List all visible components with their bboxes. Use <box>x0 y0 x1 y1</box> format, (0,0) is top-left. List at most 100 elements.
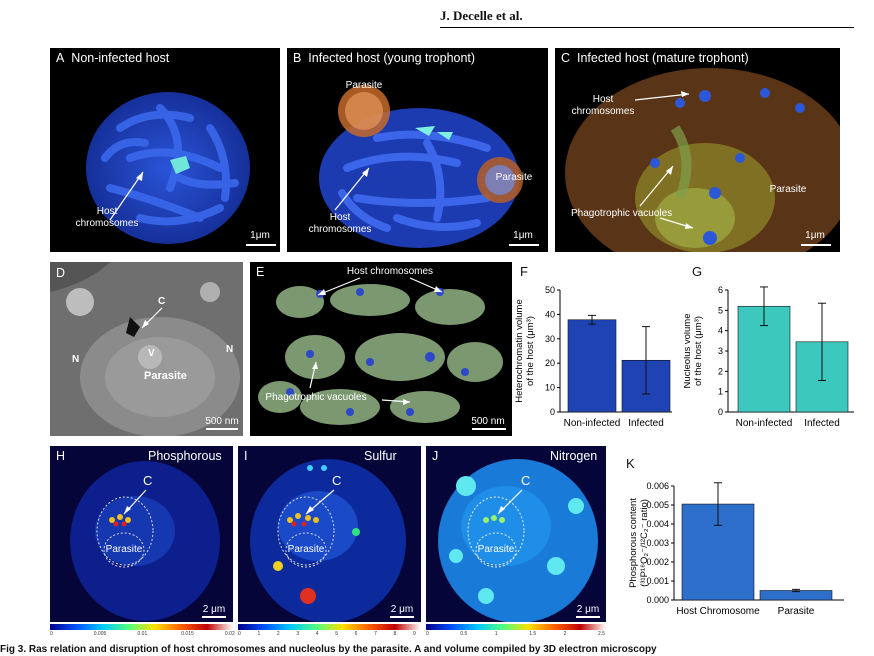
panel-j-scale-text: 2 μm <box>576 604 600 615</box>
panel-a-render <box>86 92 250 244</box>
cbI-tick: 6 <box>354 631 358 637</box>
panel-b-image: B Infected host (young trophont) Parasit… <box>287 48 548 252</box>
panel-h-title: Phosphorous <box>148 449 222 463</box>
chart-k: 0.000 0.001 0.002 0.003 0.004 0.005 0.006 Host … <box>628 481 844 617</box>
cbH-tick: 0.01 <box>137 631 148 637</box>
cbJ-tick: 1.5 <box>529 631 537 637</box>
panel-c-title: C Infected host (mature trophont) <box>561 51 749 65</box>
panel-i-render <box>238 446 421 622</box>
chart-f-ytick-label: 10 <box>545 383 555 393</box>
chart-f-category-label: Non-infected <box>564 418 621 429</box>
chart-g-ytick-label: 3 <box>718 346 723 356</box>
chart-k-ytick-label: 0.000 <box>646 595 669 605</box>
panel-d-c-label: C <box>158 296 166 307</box>
cbH-tick: 0.02 <box>225 631 235 637</box>
panel-h-scale-text: 2 μm <box>202 604 226 615</box>
chart-g-ytick-label: 5 <box>718 305 723 315</box>
chart-k-ylabel-line1: Phosphorous content <box>628 498 639 588</box>
panel-h-render <box>50 446 233 622</box>
chart-f-category-label: Infected <box>628 418 664 429</box>
chart-f-ylabel-line1: Heterochromatin volume <box>514 299 525 403</box>
panel-b-scale-bar <box>509 244 539 246</box>
panel-h-image: H Phosphorous C Parasite 2 μm <box>50 446 233 622</box>
panel-b-title: B Infected host (young trophont) <box>293 51 476 65</box>
panel-i-title: Sulfur <box>364 449 397 463</box>
panel-e-render <box>258 284 503 425</box>
chart-g-category-label: Non-infected <box>736 418 793 429</box>
chart-f-bar <box>567 319 617 413</box>
cbJ-tick: 0 <box>426 631 429 637</box>
panel-e-scale-bar <box>472 428 506 430</box>
panel-j-colorbar <box>426 624 606 630</box>
panel-d-letter: D <box>56 266 66 280</box>
panel-b-parasite-label-1: Parasite <box>345 80 383 91</box>
panel-h-scale-bar <box>202 616 226 618</box>
chart-g-ylabel-line1: Nucleolus volume <box>684 314 693 389</box>
cbI-tick: 2 <box>276 631 280 637</box>
panel-b-arrow <box>334 167 370 211</box>
panel-c-vacuoles-label: Phagotrophic vacuoles <box>571 208 673 219</box>
panel-j-title: Nitrogen <box>550 449 598 463</box>
chart-f-letter: F <box>520 264 528 279</box>
panel-j-render <box>426 446 606 622</box>
panel-j-scale-bar <box>576 616 600 618</box>
panel-j-letter: J <box>432 449 439 463</box>
chart-g-ytick-label: 4 <box>718 326 723 336</box>
cbI-tick: 8 <box>393 631 397 637</box>
chart-k-ylabel-line2: (³¹P¹⁶O₂⁻/¹²C₂⁻ ratio) <box>639 499 650 587</box>
cbI-tick: 1 <box>257 631 261 637</box>
panel-a-title: A Non-infected host <box>56 51 170 65</box>
panel-d-arrow <box>141 307 163 329</box>
chart-k-category-label: Parasite <box>778 606 815 617</box>
panel-i-letter: I <box>244 449 248 463</box>
panel-i-colorbar <box>238 624 421 630</box>
chart-k-ytick-label: 0.003 <box>646 538 669 548</box>
panel-h-parasite-label: Parasite <box>105 544 143 555</box>
panel-a-arrow <box>109 171 144 221</box>
chart-f-ylabel-line2: of the host (μm³) <box>525 316 536 386</box>
cbI-tick: 7 <box>374 631 377 637</box>
panel-j-c-label: C <box>521 473 531 488</box>
panel-c-scale-text: 1μm <box>805 230 825 241</box>
cbJ-tick: 2 <box>563 631 567 637</box>
chart-f-ytick-label: 0 <box>550 407 555 417</box>
panel-c-image: C Infected host (mature trophont) Host ch… <box>555 48 840 252</box>
panel-c-parasite-label: Parasite <box>769 184 807 195</box>
chart-g-ytick-label: 0 <box>718 407 723 417</box>
panel-b-scale-text: 1μm <box>513 230 533 241</box>
panel-d-n-label-2: N <box>226 344 234 355</box>
panel-i-arrow <box>305 489 335 515</box>
panel-h-letter: H <box>56 449 66 463</box>
header-rule <box>440 27 854 28</box>
panel-j-image: J Nitrogen C Parasite 2 μm <box>426 446 606 622</box>
chart-f: 0 10 20 30 40 50 Non-infected Infected Heterochr… <box>514 285 672 429</box>
panel-d-v-label: V <box>148 348 155 359</box>
panel-c-arrows <box>634 91 694 229</box>
cbJ-tick: 0.5 <box>460 631 468 637</box>
panel-b-host-label: Host chromosomes <box>308 212 372 235</box>
panel-h-colorbar-ticks: 0 0.005 0.01 0.015 0.02 <box>50 631 235 639</box>
panel-d-n-label-1: N <box>72 354 80 365</box>
chart-g-ytick-label: 6 <box>718 285 723 295</box>
panel-a-host-label: Host chromosomes <box>75 206 139 229</box>
panel-c-scale-bar <box>801 244 831 246</box>
panel-e-arrows <box>309 277 443 405</box>
panel-b-render <box>319 85 523 248</box>
chart-k-ytick-label: 0.004 <box>646 519 669 529</box>
chart-f-ytick-label: 30 <box>545 334 555 344</box>
panel-e-vacuoles-label: Phagotrophic vacuoles <box>265 392 367 403</box>
chart-k-ytick-label: 0.006 <box>646 481 669 491</box>
chart-g-ytick-label: 2 <box>718 366 723 376</box>
panel-d-scale-bar <box>206 428 238 430</box>
chart-k-ytick-label: 0.001 <box>646 576 669 586</box>
panel-d-scale-text: 500 nm <box>205 416 239 427</box>
chart-f-ytick-label: 40 <box>545 309 555 319</box>
panel-e-chromosomes-label: Host chromosomes <box>346 266 434 277</box>
panel-i-image: I Sulfur C Parasite 2 μm <box>238 446 421 622</box>
cbI-tick: 5 <box>335 631 338 637</box>
panel-d-parasite-label: Parasite <box>144 370 187 382</box>
chart-f-ytick-label: 20 <box>545 358 555 368</box>
panel-a-image: A Non-infected host Host chromosomes 1μm <box>50 48 280 252</box>
chart-f-ytick-label: 50 <box>545 285 555 295</box>
chart-k-letter: K <box>626 456 635 471</box>
